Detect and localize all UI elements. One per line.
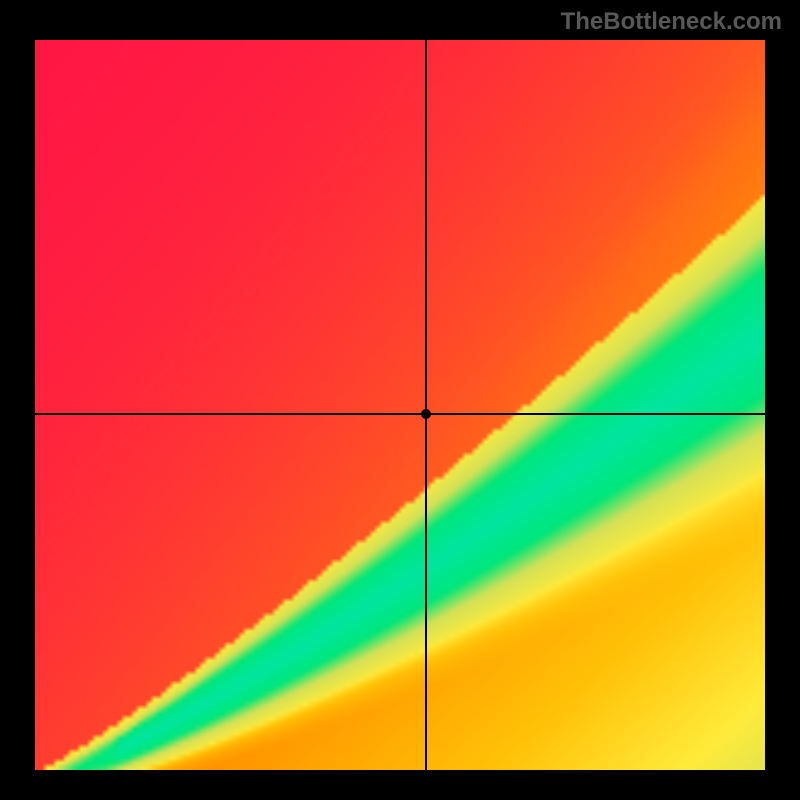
marker-dot [421,409,431,419]
plot-frame [35,40,765,770]
crosshair-horizontal [35,413,765,415]
crosshair-vertical [425,40,427,770]
heatmap-canvas [35,40,765,770]
watermark-text: TheBottleneck.com [561,8,782,36]
chart-container: TheBottleneck.com [0,0,800,800]
